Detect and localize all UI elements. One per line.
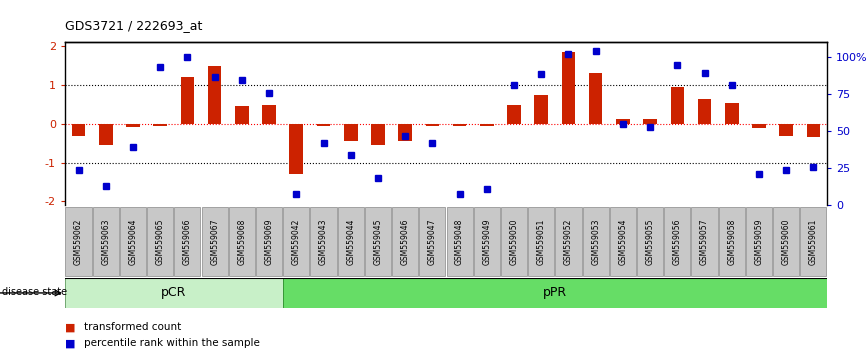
FancyBboxPatch shape (637, 207, 663, 276)
FancyBboxPatch shape (283, 207, 309, 276)
FancyBboxPatch shape (800, 207, 826, 276)
Text: GDS3721 / 222693_at: GDS3721 / 222693_at (65, 19, 203, 32)
Bar (725, 103, 739, 124)
Text: GSM559053: GSM559053 (591, 218, 600, 265)
FancyBboxPatch shape (610, 207, 636, 276)
FancyBboxPatch shape (773, 207, 799, 276)
FancyBboxPatch shape (93, 207, 119, 276)
Text: ■: ■ (65, 322, 75, 332)
FancyBboxPatch shape (501, 207, 527, 276)
Bar (344, 124, 358, 141)
Bar (698, 99, 711, 124)
FancyBboxPatch shape (583, 207, 609, 276)
Text: GSM559065: GSM559065 (156, 218, 165, 265)
Bar (235, 107, 249, 124)
Bar (480, 124, 494, 126)
FancyBboxPatch shape (66, 207, 92, 276)
Bar (806, 124, 820, 137)
Text: disease state: disease state (2, 287, 67, 297)
Bar (779, 124, 793, 136)
Bar (208, 66, 222, 124)
Bar (99, 124, 113, 145)
FancyBboxPatch shape (719, 207, 745, 276)
Text: GSM559046: GSM559046 (401, 218, 410, 265)
FancyBboxPatch shape (310, 207, 337, 276)
FancyBboxPatch shape (65, 278, 282, 308)
Bar (126, 124, 139, 127)
Bar (589, 74, 603, 124)
Bar (317, 124, 330, 126)
Text: GSM559055: GSM559055 (646, 218, 655, 265)
Text: GSM559069: GSM559069 (265, 218, 274, 265)
Text: transformed count: transformed count (84, 322, 181, 332)
Text: GSM559062: GSM559062 (74, 218, 83, 265)
Text: pPR: pPR (543, 286, 567, 299)
Text: pCR: pCR (161, 286, 186, 299)
FancyBboxPatch shape (229, 207, 255, 276)
Text: percentile rank within the sample: percentile rank within the sample (84, 338, 260, 348)
Text: ■: ■ (65, 338, 75, 348)
Text: GSM559059: GSM559059 (754, 218, 764, 265)
FancyBboxPatch shape (746, 207, 772, 276)
Text: GSM559057: GSM559057 (700, 218, 709, 265)
Bar (453, 124, 467, 126)
FancyBboxPatch shape (419, 207, 445, 276)
Text: GSM559067: GSM559067 (210, 218, 219, 265)
Text: GSM559068: GSM559068 (237, 218, 246, 265)
FancyBboxPatch shape (282, 278, 827, 308)
Bar (289, 124, 303, 174)
Text: GSM559063: GSM559063 (101, 218, 110, 265)
Text: GSM559066: GSM559066 (183, 218, 192, 265)
Bar (372, 124, 385, 145)
FancyBboxPatch shape (256, 207, 282, 276)
Text: GSM559047: GSM559047 (428, 218, 436, 265)
FancyBboxPatch shape (555, 207, 582, 276)
Text: GSM559061: GSM559061 (809, 218, 818, 265)
Text: GSM559049: GSM559049 (482, 218, 491, 265)
Text: GSM559064: GSM559064 (128, 218, 138, 265)
Bar (507, 104, 520, 124)
FancyBboxPatch shape (528, 207, 554, 276)
Bar (670, 87, 684, 124)
FancyBboxPatch shape (174, 207, 201, 276)
Bar (153, 124, 167, 126)
FancyBboxPatch shape (365, 207, 391, 276)
Text: GSM559056: GSM559056 (673, 218, 682, 265)
Bar (534, 95, 548, 124)
Bar (398, 124, 412, 141)
Text: GSM559042: GSM559042 (292, 218, 301, 265)
Text: GSM559052: GSM559052 (564, 218, 573, 265)
FancyBboxPatch shape (147, 207, 173, 276)
Text: GSM559043: GSM559043 (319, 218, 328, 265)
FancyBboxPatch shape (664, 207, 690, 276)
Text: GSM559050: GSM559050 (509, 218, 519, 265)
Text: GSM559048: GSM559048 (456, 218, 464, 265)
FancyBboxPatch shape (120, 207, 146, 276)
Text: GSM559060: GSM559060 (782, 218, 791, 265)
Bar (643, 119, 657, 124)
Text: GSM559051: GSM559051 (537, 218, 546, 265)
Bar (562, 52, 575, 124)
Bar (72, 124, 86, 136)
Bar (753, 124, 766, 128)
Bar (181, 78, 194, 124)
Text: GSM559045: GSM559045 (373, 218, 383, 265)
Bar (425, 124, 439, 126)
Bar (262, 104, 276, 124)
Bar (616, 119, 630, 124)
Text: GSM559058: GSM559058 (727, 218, 736, 265)
FancyBboxPatch shape (447, 207, 473, 276)
FancyBboxPatch shape (474, 207, 500, 276)
FancyBboxPatch shape (392, 207, 418, 276)
FancyBboxPatch shape (691, 207, 718, 276)
FancyBboxPatch shape (338, 207, 364, 276)
FancyBboxPatch shape (202, 207, 228, 276)
Text: GSM559044: GSM559044 (346, 218, 355, 265)
Text: GSM559054: GSM559054 (618, 218, 627, 265)
